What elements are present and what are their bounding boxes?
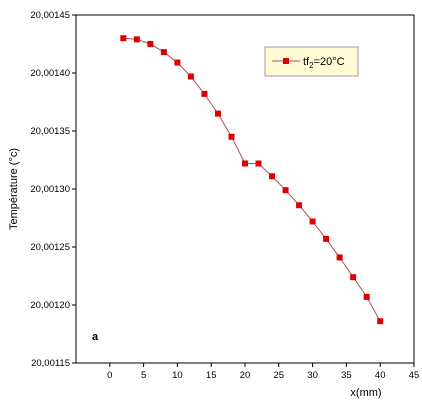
plot-frame: [75, 14, 415, 364]
data-point: [133, 36, 140, 43]
y-tick-label: 20,00125: [30, 242, 70, 253]
data-point: [174, 59, 181, 66]
y-axis-ticks: 20,00115 20,00120 20,00125 20,00130 20,00135…: [30, 10, 76, 369]
x-tick-label: 25: [274, 370, 285, 381]
legend-series-suffix: =20°C: [314, 56, 345, 68]
data-point: [350, 274, 357, 281]
legend-series-label: tf2=20°C: [303, 56, 345, 70]
data-point: [242, 160, 248, 167]
data-point: [120, 35, 127, 42]
x-tick-label: 45: [409, 370, 420, 381]
data-point: [201, 90, 208, 97]
legend: tf2=20°C: [264, 46, 359, 77]
y-axis-title: Température (°c): [8, 148, 20, 230]
data-point: [309, 218, 316, 225]
data-point: [160, 49, 167, 56]
y-tick-label: 20,00130: [30, 184, 70, 195]
series-layer: [120, 35, 384, 325]
x-tick-label: 35: [341, 370, 352, 381]
legend-series-name: tf: [303, 56, 310, 68]
y-tick-label: 20,00145: [30, 10, 70, 21]
series-line: [123, 37, 381, 322]
x-tick-label: 5: [141, 370, 146, 381]
data-point: [269, 173, 276, 180]
data-point: [336, 254, 343, 261]
data-point: [296, 202, 303, 209]
legend-series-subscript: 2: [309, 61, 314, 70]
x-axis-title: x(mm): [350, 387, 381, 399]
data-point: [255, 160, 262, 167]
x-tick-label: 30: [307, 370, 318, 381]
data-point: [147, 41, 154, 47]
y-tick-label: 20,00115: [31, 358, 70, 369]
data-point: [214, 110, 221, 117]
data-point: [282, 187, 289, 194]
x-tick-label: 20: [240, 370, 251, 381]
x-axis-ticks: 0 5 10 15 20 25 30 35 40 45: [107, 363, 419, 381]
x-tick-label: 10: [172, 370, 183, 381]
x-tick-label: 15: [206, 370, 217, 381]
legend-marker: [283, 58, 289, 64]
x-tick-label: 40: [375, 370, 386, 381]
data-point: [187, 73, 194, 80]
y-tick-label: 20,00140: [30, 68, 70, 79]
x-tick-label: 0: [107, 370, 112, 381]
panel-label: a: [92, 331, 99, 343]
data-point: [377, 318, 384, 325]
y-tick-label: 20,00135: [30, 126, 70, 137]
y-tick-label: 20,00120: [30, 300, 70, 311]
data-point: [363, 293, 370, 300]
data-point: [228, 133, 235, 140]
data-point: [323, 235, 330, 242]
